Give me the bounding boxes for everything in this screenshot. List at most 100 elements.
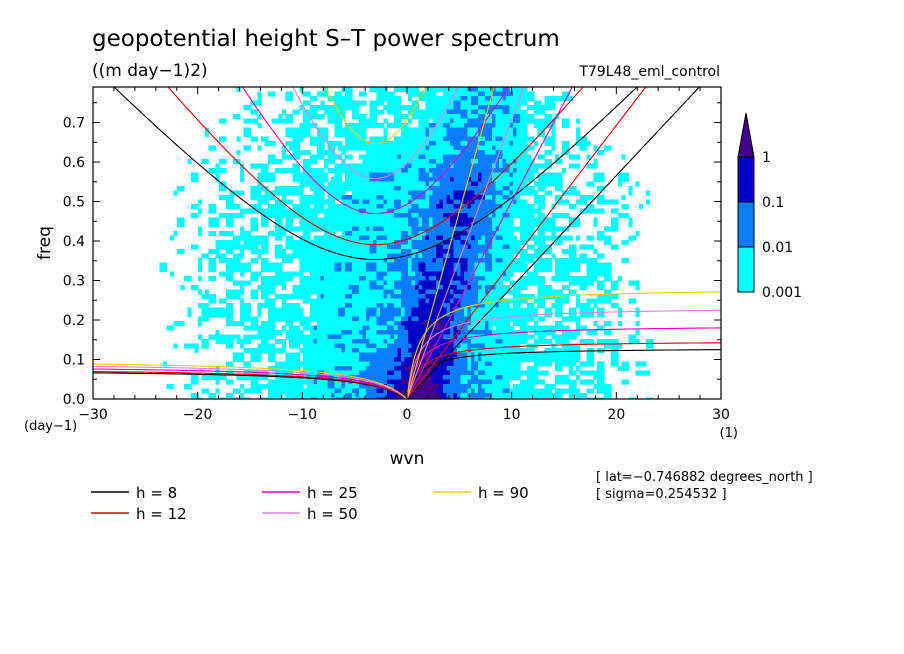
power-cell [541,186,546,192]
power-cell [352,307,357,313]
power-cell [313,339,318,345]
power-cell [292,150,297,156]
power-cell [432,199,437,205]
power-cell [439,267,444,273]
power-cell [579,253,584,259]
power-cell [523,91,528,97]
power-cell [464,298,469,304]
power-cell [383,213,388,219]
power-cell [296,325,301,331]
power-cell [495,235,500,241]
power-cell [614,343,619,349]
power-cell [317,204,322,210]
power-cell [359,226,364,232]
power-cell [292,141,297,147]
power-cell [506,168,511,174]
power-cell [555,276,560,282]
power-cell [261,195,266,201]
power-cell [597,208,602,214]
power-cell [355,136,360,142]
power-cell [537,118,542,124]
power-cell [408,240,413,246]
power-cell [488,294,493,300]
power-cell [548,267,553,273]
power-cell [243,348,248,354]
power-cell [443,127,448,133]
power-cell [215,222,220,228]
power-cell [576,330,581,336]
power-cell [488,186,493,192]
power-cell [401,217,406,223]
power-cell [460,204,465,210]
power-cell [593,298,598,304]
power-cell [254,316,259,322]
power-cell [268,172,273,178]
power-cell [408,298,413,304]
power-cell [338,208,343,214]
power-cell [492,150,497,156]
power-cell [415,109,420,115]
power-cell [516,294,521,300]
power-cell [492,271,497,277]
power-cell [254,240,259,246]
power-cell [509,213,514,219]
power-cell [481,330,486,336]
power-cell [471,123,476,129]
power-cell [481,222,486,228]
power-cell [320,100,325,106]
power-cell [492,177,497,183]
power-cell [593,258,598,264]
power-cell [261,163,266,169]
power-cell [397,339,402,345]
power-cell [408,262,413,268]
power-cell [523,136,528,142]
power-cell [383,253,388,259]
power-cell [303,114,308,120]
power-cell [369,235,374,241]
power-cell [327,222,332,228]
power-cell [488,114,493,120]
power-cell [366,123,371,129]
power-cell [264,177,269,183]
power-cell [502,343,507,349]
power-cell [289,316,294,322]
power-cell [432,136,437,142]
power-cell [446,118,451,124]
power-cell [544,96,549,102]
power-cell [425,141,430,147]
power-cell [481,271,486,277]
power-cell [208,276,213,282]
power-cell [576,141,581,147]
power-cell [373,298,378,304]
power-cell [380,222,385,228]
power-cell [327,316,332,322]
power-cell [320,258,325,264]
power-cell [635,321,640,327]
power-cell [506,235,511,241]
power-cell [212,298,217,304]
power-cell [268,154,273,160]
power-cell [439,195,444,201]
power-cell [464,199,469,205]
power-cell [355,330,360,336]
power-cell [299,249,304,255]
power-cell [439,289,444,295]
power-cell [292,163,297,169]
power-cell [348,348,353,354]
power-cell [534,105,539,111]
power-cell [289,240,294,246]
power-cell [520,136,525,142]
power-cell [369,289,374,295]
power-cell [415,294,420,300]
power-cell [443,204,448,210]
power-cell [261,217,266,223]
power-cell [278,199,283,205]
power-cell [597,294,602,300]
power-cell [324,222,329,228]
power-cell [499,114,504,120]
power-cell [450,303,455,309]
power-cell [513,105,518,111]
power-cell [474,127,479,133]
power-cell [292,132,297,138]
power-cell [362,240,367,246]
